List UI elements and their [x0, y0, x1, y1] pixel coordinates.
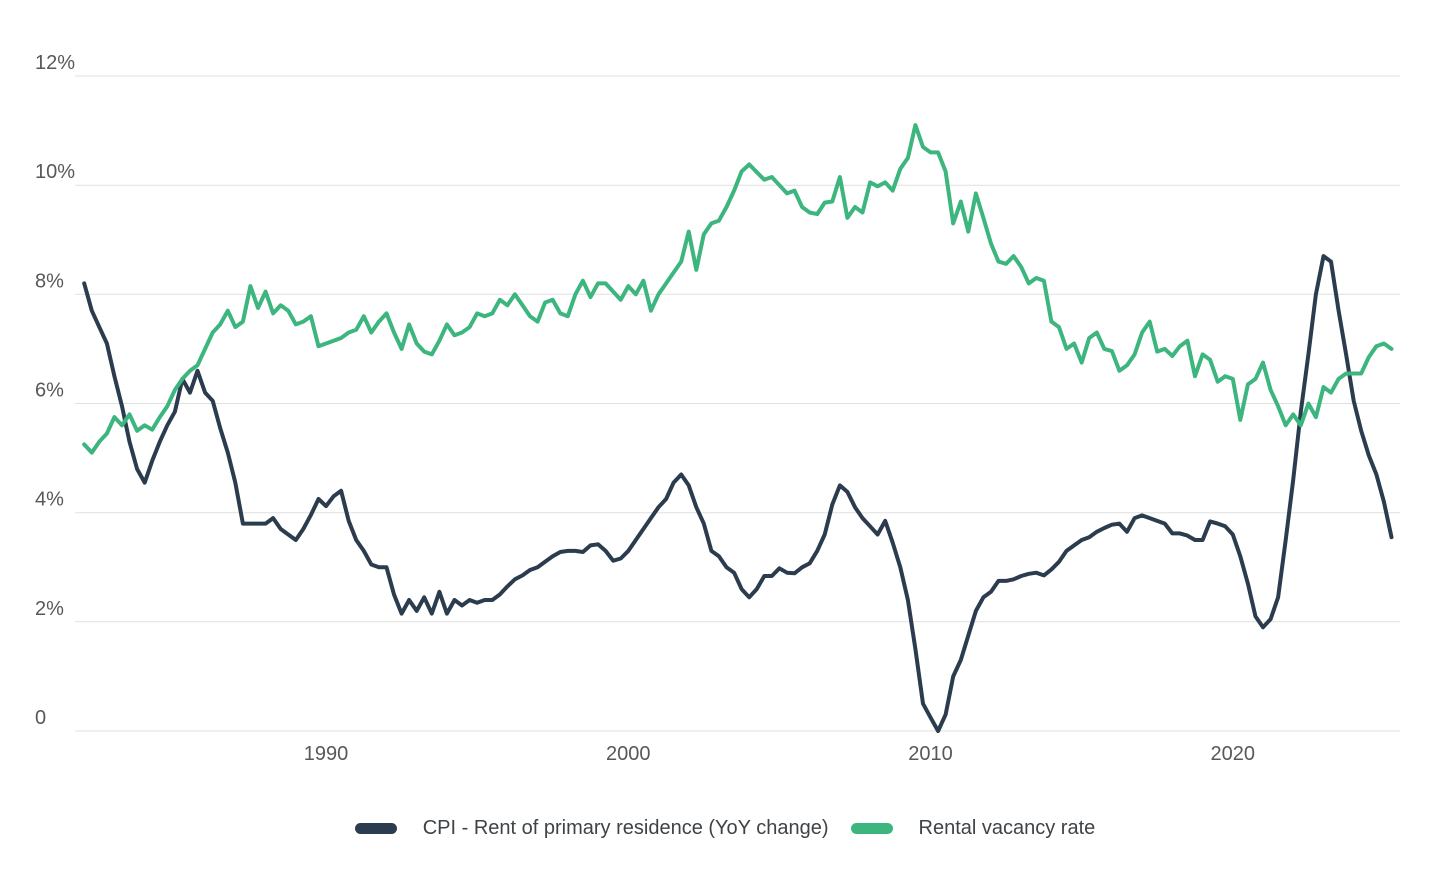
y-axis-tick-label: 4%: [35, 489, 64, 511]
y-axis-tick-label: 8%: [35, 270, 64, 292]
y-axis-tick-label: 2%: [35, 598, 64, 620]
chart-legend: CPI - Rent of primary residence (YoY cha…: [0, 817, 1450, 840]
x-axis-tick-label: 2000: [606, 743, 651, 765]
rental-vacancy-line[interactable]: [82, 123, 1394, 455]
y-axis-tick-label: 10%: [35, 161, 75, 183]
vacancy-legend-label: Rental vacancy rate: [918, 817, 1096, 839]
legend-item-cpi[interactable]: CPI - Rent of primary residence (YoY cha…: [354, 817, 829, 840]
cpi-legend-label: CPI - Rent of primary residence (YoY cha…: [422, 817, 829, 839]
x-axis-tick-label: 2010: [908, 743, 953, 765]
y-axis-tick-label: 12%: [35, 52, 75, 74]
cpi-rent-line[interactable]: [82, 254, 1394, 733]
legend-item-vacancy[interactable]: Rental vacancy rate: [850, 817, 1096, 840]
cpi-legend-swatch-icon: [354, 823, 397, 834]
y-axis-tick-label: 6%: [35, 380, 64, 402]
vacancy-legend-swatch-icon: [850, 823, 893, 834]
x-axis-tick-label: 2020: [1211, 743, 1256, 765]
y-axis-tick-label: 0: [35, 707, 46, 729]
x-axis-tick-label: 1990: [304, 743, 349, 765]
